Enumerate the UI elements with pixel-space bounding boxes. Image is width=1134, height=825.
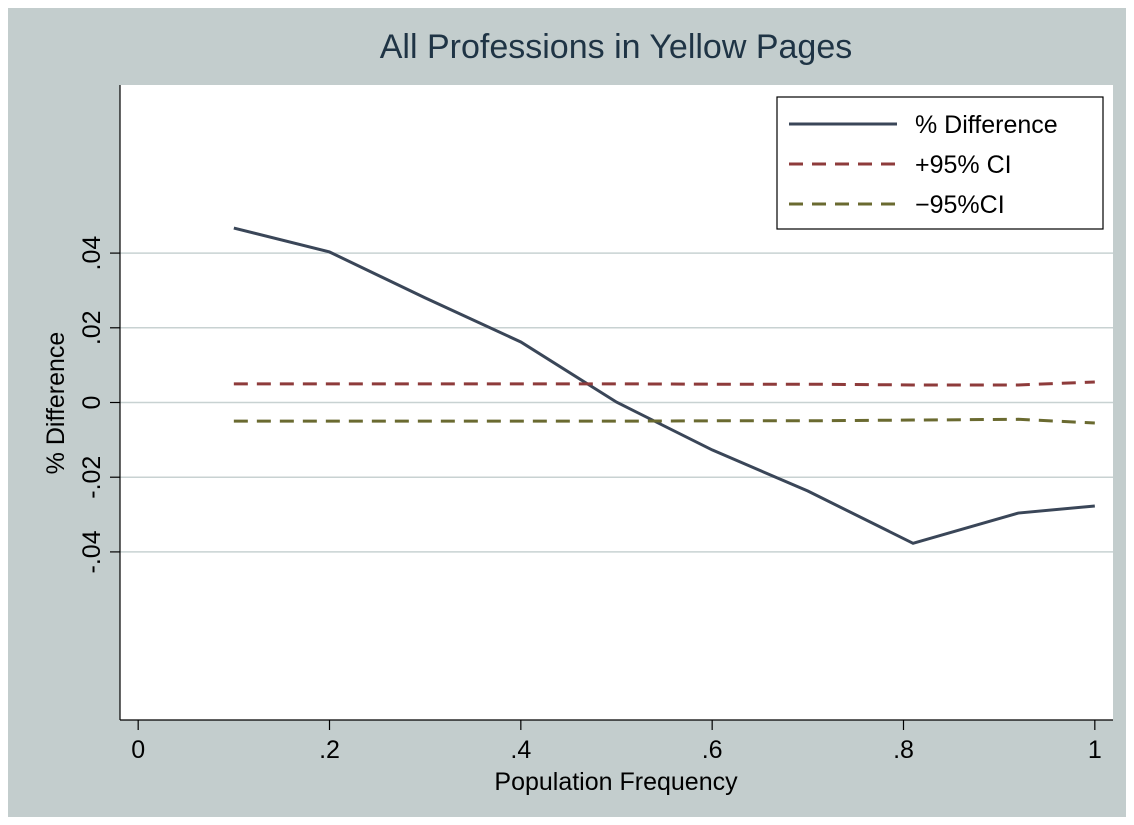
x-tick-label: .4 <box>510 736 531 764</box>
y-axis-label: % Difference <box>42 332 70 475</box>
x-tick-label: .8 <box>893 736 914 764</box>
legend-box <box>776 96 1104 230</box>
legend-label: −95%CI <box>915 191 1005 219</box>
x-tick-label: .6 <box>702 736 723 764</box>
legend-label: % Difference <box>915 111 1058 139</box>
series-line <box>233 380 1095 387</box>
y-tick-label: 0 <box>78 396 106 410</box>
x-tick-label: 1 <box>1088 736 1102 764</box>
y-tick-label: .04 <box>78 236 106 271</box>
y-tick-label: -.04 <box>78 530 106 573</box>
x-axis-label: Population Frequency <box>494 768 738 796</box>
y-tick-label: -.02 <box>78 456 106 499</box>
y-tick-label: .02 <box>78 310 106 345</box>
x-tick-label: .2 <box>319 736 340 764</box>
x-tick-label: 0 <box>131 736 145 764</box>
legend-label: +95% CI <box>915 151 1012 179</box>
series-line <box>233 417 1095 425</box>
series-line <box>233 226 1095 545</box>
chart-title: All Professions in Yellow Pages <box>380 28 853 66</box>
